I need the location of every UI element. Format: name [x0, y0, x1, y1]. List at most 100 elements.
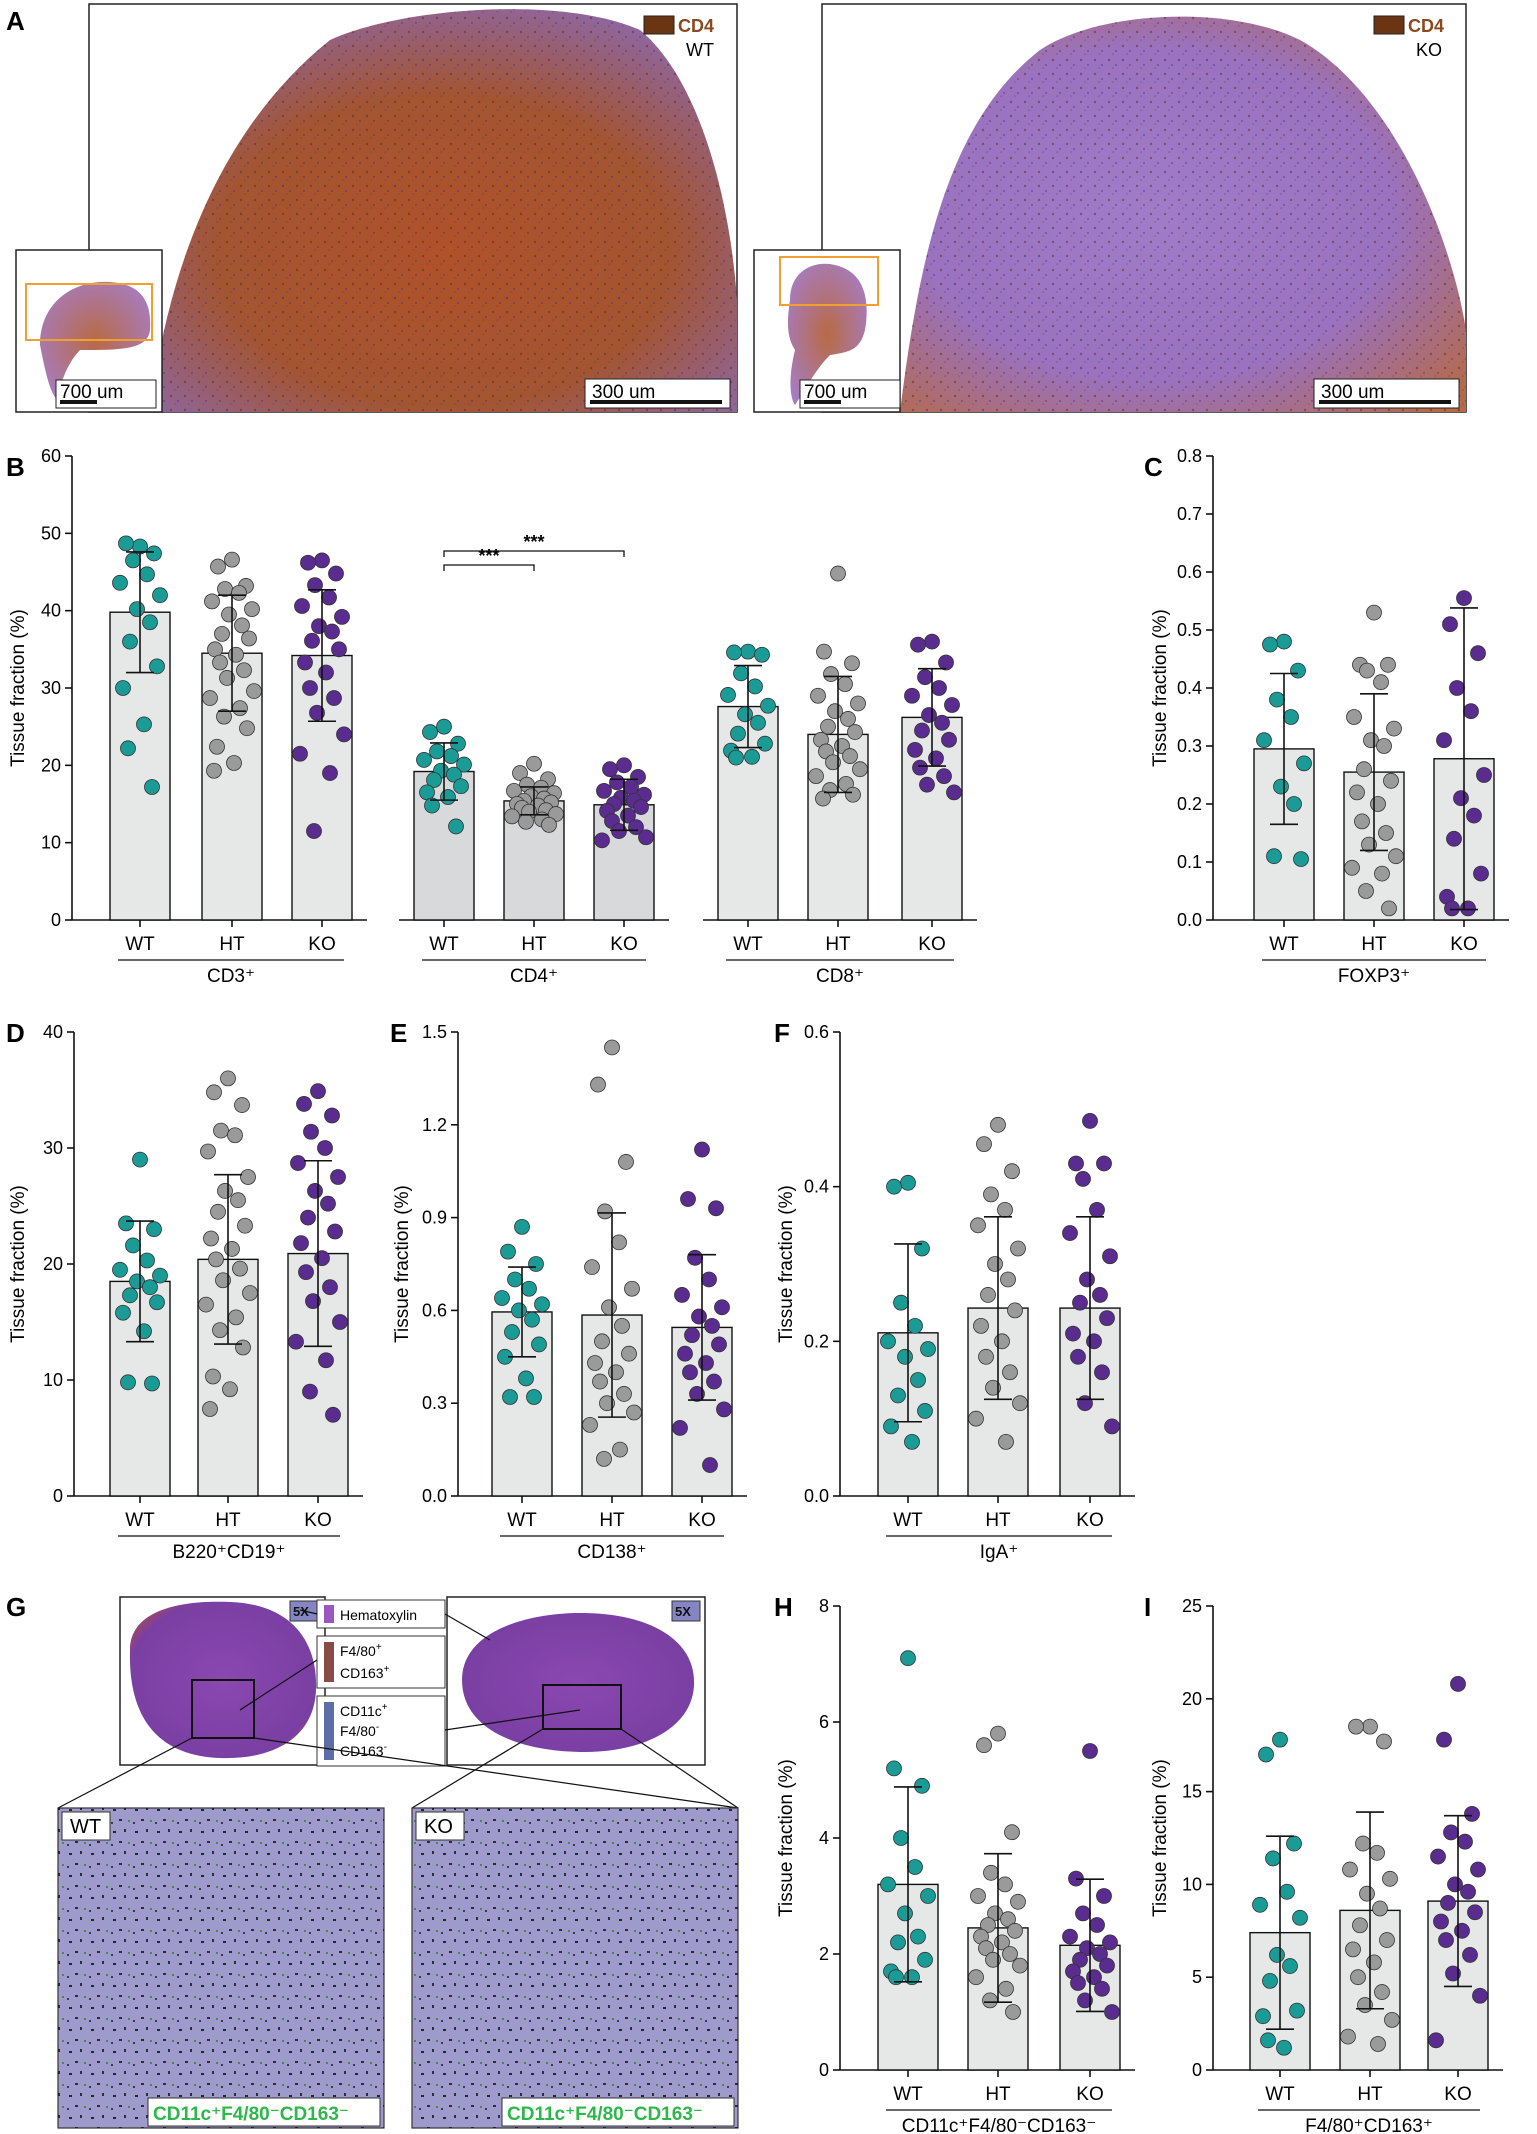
- data-point: [920, 1888, 936, 1904]
- data-point: [1370, 2036, 1386, 2052]
- y-tick-label: 0.4: [1177, 678, 1202, 698]
- data-point: [912, 759, 928, 776]
- data-point: [294, 598, 310, 614]
- data-point: [602, 761, 618, 778]
- data-point: [419, 784, 435, 801]
- data-point: [221, 606, 237, 623]
- data-point: [973, 1317, 989, 1334]
- panel-g-right-magnification: 5X: [675, 1604, 691, 1619]
- data-point: [1070, 1348, 1086, 1365]
- data-point: [1293, 851, 1309, 867]
- data-point: [728, 749, 744, 766]
- data-point: [1379, 1932, 1395, 1948]
- data-point: [1269, 691, 1285, 708]
- y-axis-label: Tissue fraction (%): [1150, 1759, 1171, 1917]
- data-point: [1262, 636, 1278, 653]
- data-point: [1283, 709, 1299, 725]
- data-point: [1370, 796, 1386, 812]
- y-tick-label: 0.0: [1177, 910, 1202, 930]
- data-point: [897, 1905, 913, 1922]
- y-tick-label: 0.6: [804, 1022, 829, 1042]
- legend-hematoxylin-label: Hematoxylin: [340, 1607, 417, 1623]
- data-point: [1470, 645, 1486, 662]
- data-point: [590, 1076, 606, 1093]
- data-point: [336, 726, 352, 743]
- data-point: [910, 636, 926, 653]
- data-point: [744, 748, 760, 765]
- x-tick-label: WT: [125, 934, 155, 955]
- data-point: [845, 786, 861, 803]
- data-point: [122, 1287, 138, 1304]
- data-point: [1449, 680, 1465, 696]
- data-point: [694, 1141, 710, 1158]
- chart-d: 0 10 20 30 40 Tissue fraction (%) WT HT KO B220⁺C…: [8, 1022, 363, 1563]
- data-point: [820, 718, 836, 735]
- data-point: [682, 1364, 698, 1381]
- data-point: [227, 1127, 243, 1144]
- data-point: [1094, 1980, 1110, 1997]
- data-point: [1094, 1364, 1110, 1381]
- data-point: [219, 670, 235, 686]
- data-point: [1256, 732, 1272, 749]
- data-point: [616, 757, 632, 774]
- data-point: [212, 654, 228, 671]
- data-point: [608, 1364, 624, 1381]
- data-point: [300, 554, 316, 571]
- data-point: [702, 1457, 718, 1473]
- data-point: [1373, 674, 1389, 691]
- chart-c: 0.0 0.1 0.2 0.3 0.4 0.5 0.6 0.7 0.8 Tissue fracti…: [1150, 446, 1509, 987]
- data-point: [120, 740, 136, 757]
- data-point: [900, 1650, 916, 1667]
- data-point: [886, 1178, 902, 1195]
- data-point: [531, 1336, 547, 1353]
- data-point: [998, 1433, 1014, 1450]
- x-tick-label: WT: [1269, 934, 1299, 955]
- y-tick-label: 0.6: [1177, 562, 1202, 582]
- data-point: [997, 1201, 1013, 1218]
- data-point: [1462, 1947, 1478, 1963]
- data-point: [1340, 2028, 1356, 2045]
- data-point: [1355, 1835, 1371, 1852]
- data-point: [300, 1209, 316, 1226]
- data-point: [604, 1039, 620, 1056]
- y-tick-label: 0: [51, 910, 61, 930]
- data-point: [708, 1200, 724, 1217]
- data-point: [1072, 1951, 1088, 1968]
- data-point: [1079, 1271, 1095, 1288]
- data-point: [237, 1217, 253, 1234]
- data-point: [122, 633, 138, 650]
- y-tick-label: 0.2: [804, 1331, 829, 1351]
- data-point: [980, 1917, 996, 1933]
- y-tick-label: 8: [819, 1596, 829, 1616]
- data-point: [1099, 1310, 1115, 1327]
- data-point: [125, 1237, 141, 1254]
- data-point: [494, 1290, 510, 1306]
- data-point: [1282, 1958, 1298, 1974]
- x-tick-label: HT: [825, 934, 851, 955]
- panel-a-left-stain-label: CD4: [678, 16, 714, 36]
- significance-label: ***: [523, 532, 544, 552]
- data-point: [1388, 848, 1404, 865]
- data-point: [924, 633, 940, 650]
- data-point: [1010, 1893, 1026, 1910]
- data-point: [1381, 900, 1397, 917]
- panel-a-left-inset: 700 um: [15, 249, 163, 413]
- data-point: [1464, 1805, 1480, 1822]
- panel-a-right-stain-legend: CD4 KO: [1373, 15, 1444, 60]
- data-point: [677, 1345, 693, 1362]
- panel-g-zoom-left-label: WT: [70, 1816, 101, 1838]
- data-point: [1445, 1965, 1461, 1982]
- x-tick-label: WT: [125, 1510, 155, 1531]
- panel-a-left-inset-scale-label: 700 um: [60, 382, 123, 403]
- panel-a: A CD4 WT 300 um 700 um: [6, 3, 1467, 413]
- data-point: [970, 1888, 986, 1904]
- group-label: F4/80⁺CD163⁺: [1305, 2116, 1433, 2134]
- x-tick-label: HT: [521, 934, 547, 955]
- data-point: [733, 665, 749, 682]
- data-point: [621, 1345, 637, 1362]
- data-point: [129, 601, 145, 618]
- panel-g-callout-lines: [57, 1609, 739, 1809]
- data-point: [1473, 865, 1489, 882]
- data-point: [1004, 1824, 1020, 1841]
- data-point: [1289, 2002, 1305, 2019]
